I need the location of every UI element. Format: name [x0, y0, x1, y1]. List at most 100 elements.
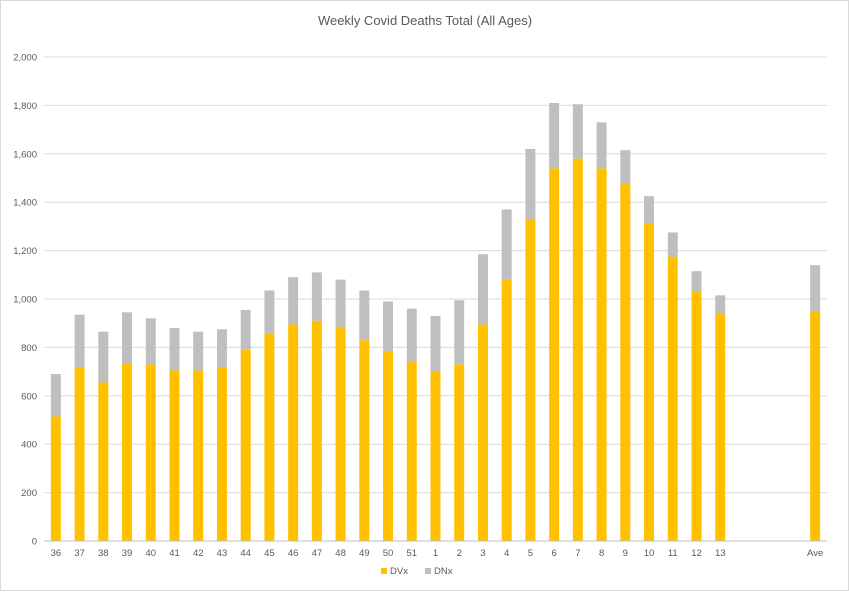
bar-dnx: [145, 318, 156, 365]
x-tick-label: 6: [551, 548, 556, 559]
x-tick-label: 39: [122, 548, 133, 559]
x-tick-label: 3: [480, 548, 485, 559]
bar-dvx: [596, 168, 607, 541]
bar-dnx: [810, 265, 821, 312]
bar-dnx: [430, 315, 441, 372]
bar-dvx: [525, 219, 536, 541]
bar-dvx: [122, 363, 133, 541]
y-tick-label: 200: [21, 488, 37, 499]
bar-dnx: [406, 308, 417, 362]
y-axis-ticks: 0 200 400 600 800 1,000 1,200 1,400 1,600 1,800 2,…: [13, 53, 37, 548]
bar-dnx: [264, 290, 275, 333]
bar-dvx: [193, 370, 204, 541]
bar-dvx: [98, 382, 109, 541]
x-tick-label: 4: [504, 548, 509, 559]
x-tick-label: 13: [715, 548, 726, 559]
y-tick-label: 2,000: [13, 53, 37, 64]
x-tick-label: 47: [312, 548, 323, 559]
legend-swatch-dnx: [425, 568, 431, 574]
x-tick-label: 42: [193, 548, 204, 559]
bar-dnx: [74, 314, 85, 367]
bar-dvx: [406, 361, 417, 541]
bar-dvx: [145, 364, 156, 541]
y-tick-label: 600: [21, 391, 37, 402]
bar-dnx: [454, 300, 465, 365]
bar-dnx: [98, 331, 109, 383]
bar-dnx: [667, 232, 678, 257]
bar-dvx: [667, 256, 678, 541]
bar-dvx: [549, 168, 560, 541]
x-tick-label: 41: [169, 548, 180, 559]
bar-dvx: [169, 370, 180, 541]
x-tick-label: 36: [51, 548, 62, 559]
x-tick-label: 50: [383, 548, 394, 559]
bar-dnx: [193, 331, 204, 371]
y-tick-label: 1,000: [13, 295, 37, 306]
bar-dvx: [216, 366, 227, 541]
x-tick-label: 49: [359, 548, 370, 559]
bar-dvx: [240, 349, 251, 541]
bar-dvx: [715, 313, 726, 541]
legend-label-dvx: DVx: [390, 566, 408, 577]
bar-dnx: [288, 277, 299, 325]
y-tick-label: 1,400: [13, 198, 37, 209]
x-axis-ticks: 36 37 38 39 40 41 42 43 44 45 46 47 48 49 50 51 1 2 3 4 5 6 7 8…: [51, 548, 824, 559]
bar-dnx: [122, 312, 133, 364]
bar-dnx: [50, 374, 61, 417]
bar-dnx: [691, 271, 702, 292]
x-tick-label: 9: [623, 548, 628, 559]
bar-dvx: [288, 324, 299, 541]
bar-dvx: [264, 332, 275, 541]
bar-dnx: [335, 279, 346, 327]
y-tick-label: 1,200: [13, 246, 37, 257]
x-tick-label: 12: [691, 548, 702, 559]
bar-dnx: [240, 309, 251, 350]
x-tick-label: 5: [528, 548, 533, 559]
legend-swatch-dvx: [381, 568, 387, 574]
bar-dnx: [715, 295, 726, 314]
x-tick-label: 45: [264, 548, 275, 559]
x-tick-label: 1: [433, 548, 438, 559]
bar-dvx: [50, 416, 61, 541]
x-tick-label: 7: [575, 548, 580, 559]
bar-dvx: [454, 364, 465, 541]
bar-dnx: [169, 328, 180, 371]
legend-label-dnx: DNx: [434, 566, 453, 577]
x-tick-label: 46: [288, 548, 299, 559]
bar-dnx: [383, 301, 394, 352]
x-tick-label: 8: [599, 548, 604, 559]
x-tick-label: 10: [644, 548, 655, 559]
bar-dvx: [74, 366, 85, 541]
x-tick-label: 11: [668, 548, 678, 559]
bar-dvx: [620, 184, 631, 542]
x-tick-label: 43: [217, 548, 228, 559]
bar-dnx: [596, 122, 607, 169]
legend: DVx DNx: [381, 566, 453, 577]
y-tick-label: 400: [21, 440, 37, 451]
bar-dvx: [311, 320, 322, 541]
bar-dvx: [477, 324, 488, 541]
chart-title: Weekly Covid Deaths Total (All Ages): [318, 13, 532, 28]
bar-dnx: [620, 150, 631, 185]
bar-dvx: [810, 311, 821, 541]
bar-dnx: [477, 254, 488, 325]
x-tick-label: 44: [240, 548, 251, 559]
bar-dvx: [359, 340, 370, 541]
bar-dnx: [549, 102, 560, 169]
x-tick-label: Ave: [807, 548, 823, 559]
bar-dnx: [644, 196, 655, 224]
bar-dnx: [311, 272, 322, 321]
bar-dnx: [525, 148, 536, 220]
y-tick-label: 1,800: [13, 101, 37, 112]
bar-dnx: [359, 290, 370, 341]
bar-dnx: [216, 329, 227, 367]
y-tick-label: 1,600: [13, 149, 37, 160]
x-tick-label: 51: [406, 548, 417, 559]
x-tick-label: 38: [98, 548, 109, 559]
y-tick-label: 0: [32, 537, 37, 548]
bar-dvx: [501, 279, 512, 541]
x-tick-label: 48: [335, 548, 346, 559]
bar-dnx: [572, 104, 583, 159]
